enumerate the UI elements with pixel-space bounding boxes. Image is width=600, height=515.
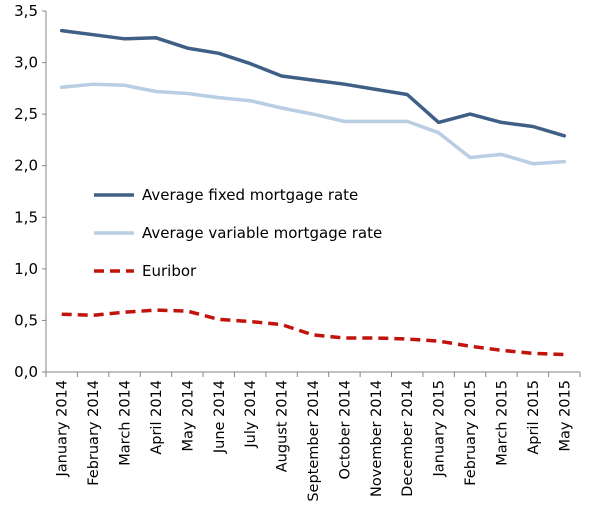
x-tick-label: September 2014: [306, 380, 322, 502]
x-tick-label: November 2014: [369, 380, 385, 497]
series-line-average-fixed-mortgage-rate: [59, 28, 567, 138]
legend-label: Average variable mortgage rate: [142, 224, 382, 242]
axes: [45, 11, 580, 373]
y-tick-label: 3,5: [14, 2, 38, 20]
x-tick-label: May 2014: [180, 380, 196, 452]
x-tick-label: June 2014: [212, 380, 228, 454]
y-tick-label: 1,0: [14, 260, 38, 278]
y-tick-label: 1,5: [14, 208, 38, 226]
x-tick-label: December 2014: [400, 380, 416, 497]
x-tick-label: July 2014: [243, 380, 259, 449]
x-tick-label: February 2014: [86, 380, 102, 486]
x-tick-label: March 2015: [494, 380, 510, 466]
y-tick-label: 0,0: [14, 363, 38, 381]
x-tick-label: May 2015: [557, 380, 573, 452]
x-tick-label: March 2014: [118, 380, 134, 466]
legend-label: Average fixed mortgage rate: [142, 186, 358, 204]
x-tick-label: August 2014: [275, 380, 291, 472]
series-line-average-variable-mortgage-rate: [59, 82, 567, 166]
y-tick-label: 2,0: [14, 157, 38, 175]
x-tick-label: January 2014: [55, 380, 71, 477]
x-tick-label: October 2014: [337, 380, 353, 480]
x-tick-label: April 2015: [526, 380, 542, 455]
legend-label: Euribor: [142, 262, 197, 280]
x-axis-ticks: January 2014 February 2014 March 2014 April…: [45, 372, 581, 502]
y-tick-label: 2,5: [14, 105, 38, 123]
y-tick-label: 3,0: [14, 54, 38, 72]
y-axis-ticks: 0,0 0,5 1,0 1,5 2,0 2,5 3,0 3,5: [14, 2, 46, 381]
series-line-euribor: [61, 308, 565, 357]
y-tick-label: 0,5: [14, 311, 38, 329]
legend: Average fixed mortgage rate Average varia…: [94, 186, 382, 280]
x-tick-label: January 2015: [432, 380, 448, 477]
x-tick-label: April 2014: [149, 380, 165, 455]
x-tick-label: February 2015: [463, 380, 479, 486]
series-lines: [59, 28, 567, 357]
